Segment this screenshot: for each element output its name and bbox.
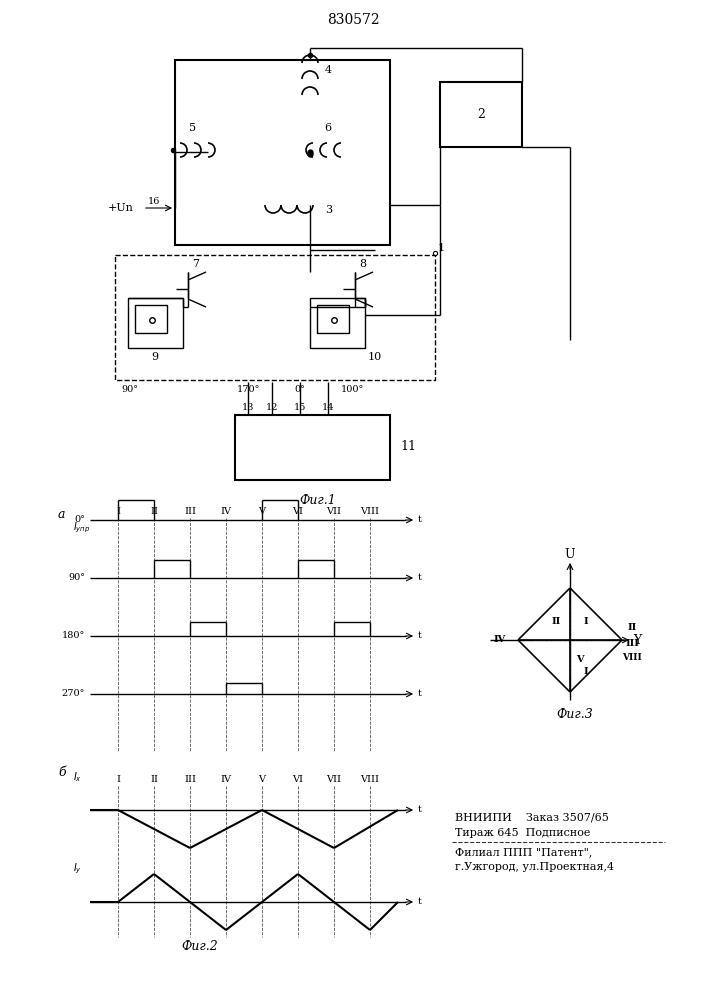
Text: IV: IV — [221, 776, 231, 784]
Text: t: t — [418, 898, 422, 906]
Text: б: б — [58, 766, 66, 778]
Text: 13: 13 — [242, 403, 255, 412]
Text: VIII: VIII — [622, 654, 642, 662]
Text: 3: 3 — [325, 205, 332, 215]
Text: V: V — [576, 656, 584, 664]
Text: 180°: 180° — [62, 632, 85, 641]
Text: 100°: 100° — [340, 385, 363, 394]
Text: t: t — [418, 690, 422, 698]
Text: $I_{упр}$: $I_{упр}$ — [73, 521, 90, 535]
Text: III: III — [184, 776, 196, 784]
Bar — [128, 298, 183, 348]
Text: 1: 1 — [438, 243, 445, 253]
Text: 14: 14 — [322, 403, 334, 412]
Text: 90°: 90° — [122, 385, 139, 394]
Text: Фиг.3: Фиг.3 — [556, 708, 593, 720]
Text: VIII: VIII — [361, 508, 380, 516]
Text: II: II — [627, 624, 636, 633]
Text: 8: 8 — [359, 259, 366, 269]
Text: U: U — [565, 548, 575, 560]
Bar — [135, 305, 167, 333]
Text: а: а — [58, 508, 66, 522]
Bar — [175, 60, 390, 245]
Bar — [440, 82, 522, 147]
Text: $I_x$: $I_x$ — [73, 770, 82, 784]
Text: I: I — [584, 668, 588, 676]
Text: 4: 4 — [325, 65, 332, 75]
Text: 0°: 0° — [295, 385, 305, 394]
Text: 11: 11 — [400, 440, 416, 454]
Bar — [115, 255, 435, 380]
Text: I: I — [116, 508, 120, 516]
Text: V: V — [259, 776, 266, 784]
Text: 270°: 270° — [62, 690, 85, 698]
Text: 5: 5 — [189, 123, 197, 133]
Text: Тираж 645  Подписное: Тираж 645 Подписное — [455, 828, 590, 838]
Text: V: V — [259, 508, 266, 516]
Text: 15: 15 — [294, 403, 306, 412]
Text: III: III — [625, 639, 639, 648]
Text: 830572: 830572 — [327, 13, 380, 27]
Text: I: I — [584, 617, 588, 626]
Text: Фиг.1: Фиг.1 — [300, 493, 337, 506]
Text: 6: 6 — [325, 123, 332, 133]
Text: II: II — [551, 617, 561, 626]
Text: 170°: 170° — [236, 385, 259, 394]
Text: VI: VI — [293, 776, 303, 784]
Text: 12: 12 — [266, 403, 279, 412]
Text: 9: 9 — [151, 352, 158, 362]
Text: III: III — [184, 508, 196, 516]
Text: г.Ужгород, ул.Проектная,4: г.Ужгород, ул.Проектная,4 — [455, 862, 614, 872]
Text: t: t — [418, 632, 422, 641]
Text: 90°: 90° — [68, 574, 85, 582]
Text: II: II — [150, 776, 158, 784]
Text: 7: 7 — [192, 259, 199, 269]
Text: ВНИИПИ    Заказ 3507/65: ВНИИПИ Заказ 3507/65 — [455, 813, 609, 823]
Text: VI: VI — [293, 508, 303, 516]
Text: Филиал ППП "Патент",: Филиал ППП "Патент", — [455, 847, 592, 857]
Text: VIII: VIII — [361, 776, 380, 784]
Text: +Un: +Un — [108, 203, 134, 213]
Text: t: t — [418, 516, 422, 524]
Text: t: t — [418, 806, 422, 814]
Text: Y: Y — [633, 634, 641, 647]
Bar — [310, 298, 365, 348]
Text: I: I — [116, 776, 120, 784]
Text: t: t — [418, 574, 422, 582]
Text: VII: VII — [327, 508, 341, 516]
Text: 0°: 0° — [74, 516, 85, 524]
Text: Фиг.2: Фиг.2 — [182, 940, 218, 954]
Text: 10: 10 — [368, 352, 382, 362]
Text: VII: VII — [327, 776, 341, 784]
Bar — [235, 415, 390, 480]
Text: 2: 2 — [477, 108, 485, 121]
Text: IV: IV — [221, 508, 231, 516]
Text: $I_y$: $I_y$ — [73, 862, 82, 876]
Text: II: II — [150, 508, 158, 516]
Text: 16: 16 — [148, 198, 160, 207]
Text: IV: IV — [494, 636, 506, 645]
Bar — [317, 305, 349, 333]
